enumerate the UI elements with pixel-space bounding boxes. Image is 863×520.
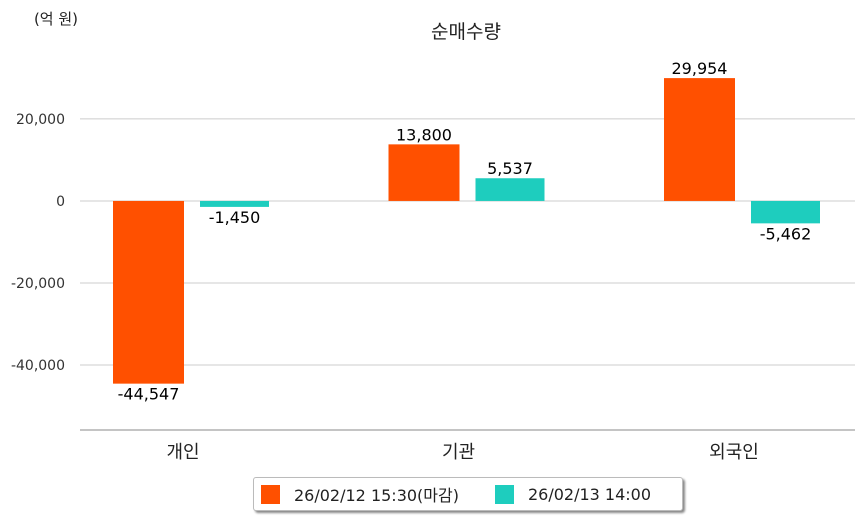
bar-2 — [475, 178, 545, 201]
data-label: -1,450 — [209, 208, 261, 227]
y-tick-label: -20,000 — [11, 276, 65, 292]
legend-item-series-1[interactable]: 26/02/12 15:30(마감) — [261, 482, 459, 506]
data-label: 29,954 — [672, 59, 728, 78]
x-tick-label: 개인 — [166, 442, 199, 463]
legend-item-series-2[interactable]: 26/02/13 14:00 — [494, 484, 652, 504]
x-tick-label: 기관 — [442, 442, 475, 463]
legend-swatch — [494, 484, 514, 504]
x-tick-label: 외국인 — [709, 442, 759, 463]
unit-label: (억 원) — [34, 10, 78, 28]
data-label: 13,800 — [396, 125, 452, 144]
legend-label: 26/02/12 15:30(마감) — [294, 486, 459, 505]
y-tick-label: 0 — [56, 194, 65, 210]
bar-2 — [200, 200, 269, 207]
bar-1 — [388, 144, 460, 201]
data-label: 5,537 — [487, 159, 533, 178]
legend-label: 26/02/13 14:00 — [527, 484, 652, 504]
y-tick-label: -40,000 — [11, 358, 65, 374]
chart-title: 순매수량 — [431, 21, 501, 43]
bar-1 — [113, 200, 184, 384]
legend-swatch — [261, 484, 280, 504]
data-label: -5,462 — [760, 224, 812, 243]
legend: 26/02/12 15:30(마감) 26/02/13 14:00 — [253, 477, 683, 511]
bar-1 — [664, 78, 735, 201]
bar-2 — [751, 200, 820, 224]
y-tick-label: 20,000 — [16, 112, 65, 128]
data-label: -44,547 — [118, 385, 180, 404]
